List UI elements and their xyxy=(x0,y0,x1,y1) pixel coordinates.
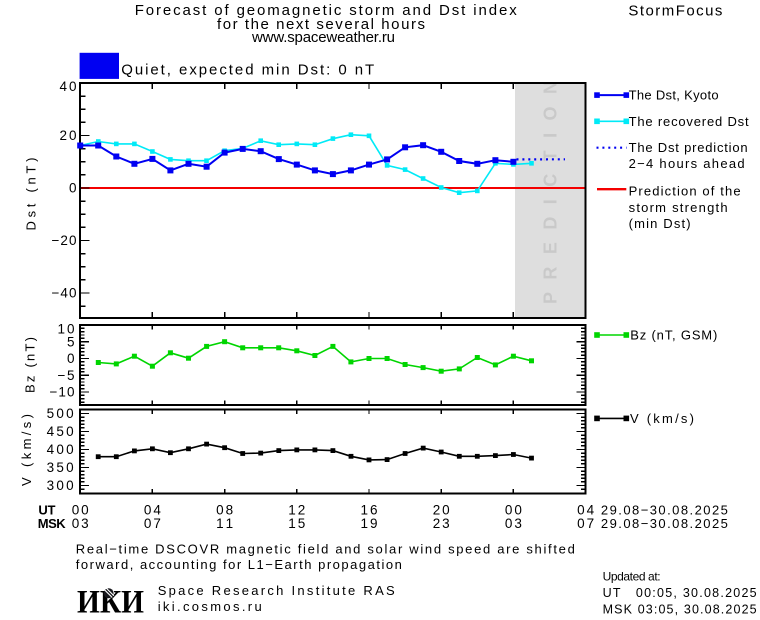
svg-text:−5: −5 xyxy=(58,368,75,383)
svg-text:04: 04 xyxy=(577,503,594,518)
svg-text:Bz (nT, GSM): Bz (nT, GSM) xyxy=(630,328,717,343)
svg-text:Quiet, expected min Dst: 0 nT: Quiet, expected min Dst: 0 nT xyxy=(121,62,374,79)
svg-text:450: 450 xyxy=(47,424,74,439)
svg-text:MSK 03:05, 30.08.2025: MSK 03:05, 30.08.2025 xyxy=(603,603,757,617)
svg-text:40: 40 xyxy=(60,79,77,94)
svg-text:The recovered Dst: The recovered Dst xyxy=(629,114,749,129)
svg-text:07: 07 xyxy=(577,516,594,531)
svg-text:10: 10 xyxy=(58,322,75,337)
svg-text:MSK: MSK xyxy=(38,516,67,531)
svg-text:16: 16 xyxy=(361,503,378,518)
svg-text:UT 00:05, 30.08.2025: UT 00:05, 30.08.2025 xyxy=(603,586,757,600)
svg-text:The Dst prediction: The Dst prediction xyxy=(629,140,748,155)
svg-text:2−4 hours ahead: 2−4 hours ahead xyxy=(629,156,745,171)
svg-text:storm strength: storm strength xyxy=(629,200,728,215)
svg-text:Prediction of the: Prediction of the xyxy=(629,184,741,199)
svg-text:23: 23 xyxy=(433,516,450,531)
svg-text:400: 400 xyxy=(47,442,74,457)
svg-text:08: 08 xyxy=(216,503,233,518)
svg-text:20: 20 xyxy=(433,503,450,518)
svg-text:0: 0 xyxy=(67,351,75,366)
svg-text:11: 11 xyxy=(216,516,233,531)
svg-text:Updated at:: Updated at: xyxy=(603,570,661,584)
svg-text:Real−time DSCOVR magnetic fiel: Real−time DSCOVR magnetic field and sola… xyxy=(76,542,575,557)
svg-text:12: 12 xyxy=(288,503,305,518)
svg-text:500: 500 xyxy=(47,406,74,421)
svg-text:forward, accounting for L1−Ear: forward, accounting for L1−Earth propaga… xyxy=(76,557,402,572)
svg-text:StormFocus: StormFocus xyxy=(628,2,722,19)
svg-text:Space Research Institute RAS: Space Research Institute RAS xyxy=(158,583,395,598)
svg-text:www.spaceweather.ru: www.spaceweather.ru xyxy=(251,29,395,46)
svg-text:00: 00 xyxy=(72,503,89,518)
svg-text:−20: −20 xyxy=(52,233,77,248)
svg-text:−10: −10 xyxy=(50,385,75,400)
svg-text:19: 19 xyxy=(361,516,378,531)
svg-text:Bz (nT): Bz (nT) xyxy=(23,337,38,393)
svg-text:(min Dst): (min Dst) xyxy=(629,216,691,231)
svg-text:UT: UT xyxy=(38,503,55,518)
svg-text:04: 04 xyxy=(144,503,161,518)
svg-text:iki.cosmos.ru: iki.cosmos.ru xyxy=(158,599,262,614)
svg-text:03: 03 xyxy=(505,516,522,531)
svg-text:300: 300 xyxy=(47,478,74,493)
svg-text:The Dst, Kyoto: The Dst, Kyoto xyxy=(629,88,719,103)
svg-text:350: 350 xyxy=(47,460,74,475)
svg-text:29.08−30.08.2025: 29.08−30.08.2025 xyxy=(601,516,728,531)
svg-text:00: 00 xyxy=(505,503,522,518)
svg-text:−40: −40 xyxy=(52,286,77,301)
svg-text:03: 03 xyxy=(72,516,89,531)
svg-text:15: 15 xyxy=(288,516,305,531)
svg-text:29.08−30.08.2025: 29.08−30.08.2025 xyxy=(601,503,728,518)
svg-text:07: 07 xyxy=(144,516,161,531)
svg-text:V (km/s): V (km/s) xyxy=(630,411,694,426)
svg-text:0: 0 xyxy=(69,181,77,196)
svg-text:5: 5 xyxy=(67,334,75,349)
svg-text:20: 20 xyxy=(60,128,77,143)
